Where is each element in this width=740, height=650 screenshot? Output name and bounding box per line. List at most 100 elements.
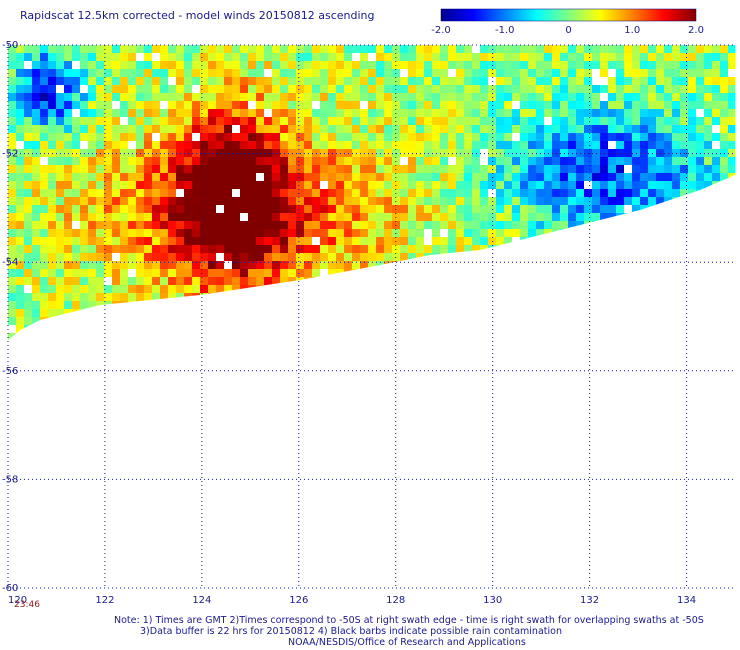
- wind-difference-cell: [600, 277, 608, 285]
- wind-difference-cell: [408, 69, 416, 77]
- wind-difference-cell: [528, 157, 536, 165]
- wind-difference-cell: [320, 157, 328, 165]
- wind-difference-cell: [536, 77, 544, 85]
- wind-difference-cell: [80, 189, 88, 197]
- wind-difference-cell: [344, 197, 352, 205]
- wind-difference-cell: [136, 141, 144, 149]
- wind-difference-cell: [600, 181, 608, 189]
- wind-difference-cell: [448, 45, 456, 53]
- wind-difference-cell: [480, 245, 488, 253]
- wind-difference-cell: [400, 93, 408, 101]
- wind-difference-cell: [512, 197, 520, 205]
- longitude-tick-label: 120: [8, 595, 27, 606]
- wind-difference-cell: [504, 221, 512, 229]
- wind-difference-cell: [368, 133, 376, 141]
- wind-difference-cell: [96, 253, 104, 261]
- wind-difference-cell: [184, 93, 192, 101]
- wind-difference-cell: [648, 181, 656, 189]
- wind-difference-cell: [248, 293, 256, 301]
- wind-difference-cell: [80, 93, 88, 101]
- wind-difference-cell: [16, 173, 24, 181]
- wind-difference-cell: [48, 269, 56, 277]
- wind-difference-cell: [168, 157, 176, 165]
- wind-difference-cell: [400, 301, 408, 309]
- wind-difference-cell: [88, 277, 96, 285]
- wind-difference-cell: [536, 149, 544, 157]
- wind-difference-cell: [536, 93, 544, 101]
- map-grid: [7, 44, 735, 589]
- wind-difference-cell: [168, 301, 176, 309]
- wind-difference-cell: [104, 101, 112, 109]
- wind-difference-cell: [56, 165, 64, 173]
- wind-difference-cell: [400, 341, 408, 349]
- wind-difference-cell: [88, 333, 96, 340]
- wind-difference-cell: [184, 261, 192, 269]
- wind-difference-cell: [352, 101, 360, 109]
- wind-difference-cell: [720, 269, 728, 277]
- wind-difference-cell: [80, 85, 88, 93]
- wind-difference-cell: [528, 325, 536, 333]
- wind-difference-cell: [160, 165, 168, 173]
- wind-difference-cell: [720, 189, 728, 197]
- wind-difference-cell: [496, 69, 504, 77]
- wind-difference-cell: [264, 181, 272, 189]
- wind-difference-cell: [280, 197, 288, 205]
- wind-difference-cell: [224, 61, 232, 69]
- wind-difference-cell: [320, 277, 328, 285]
- wind-difference-cell: [352, 229, 360, 237]
- wind-difference-cell: [296, 85, 304, 93]
- wind-difference-cell: [208, 141, 216, 149]
- wind-difference-cell: [608, 213, 616, 221]
- wind-difference-cell: [184, 181, 192, 189]
- wind-difference-cell: [312, 93, 320, 101]
- wind-difference-cell: [576, 165, 584, 173]
- wind-difference-cell: [240, 117, 248, 125]
- wind-difference-cell: [144, 269, 152, 277]
- wind-difference-cell: [144, 69, 152, 77]
- wind-difference-cell: [360, 141, 368, 149]
- wind-difference-cell: [144, 221, 152, 229]
- wind-difference-cell: [56, 101, 64, 109]
- wind-difference-cell: [160, 245, 168, 253]
- wind-difference-cell: [568, 45, 576, 53]
- wind-difference-cell: [304, 245, 312, 253]
- wind-difference-cell: [264, 101, 272, 109]
- wind-difference-cell: [408, 213, 416, 221]
- wind-difference-cell: [432, 157, 440, 165]
- wind-difference-cell: [344, 229, 352, 237]
- wind-difference-cell: [160, 221, 168, 229]
- wind-difference-cell: [688, 77, 696, 85]
- wind-difference-cell: [408, 61, 416, 69]
- wind-difference-cell: [640, 197, 648, 205]
- wind-difference-cell: [408, 333, 416, 340]
- wind-difference-cell: [528, 277, 536, 285]
- wind-difference-cell: [376, 237, 384, 245]
- wind-difference-cell: [48, 157, 56, 165]
- wind-difference-cell: [88, 125, 96, 133]
- wind-difference-cell: [296, 53, 304, 61]
- wind-difference-cell: [536, 181, 544, 189]
- wind-difference-cell: [672, 341, 680, 349]
- wind-difference-cell: [424, 277, 432, 285]
- wind-difference-cell: [344, 253, 352, 261]
- wind-difference-cell: [288, 221, 296, 229]
- wind-difference-cell: [384, 133, 392, 141]
- wind-difference-cell: [576, 229, 584, 237]
- wind-difference-cell: [144, 189, 152, 197]
- wind-difference-cell: [160, 317, 168, 325]
- wind-difference-cell: [120, 205, 128, 213]
- wind-difference-cell: [336, 141, 344, 149]
- wind-difference-cell: [96, 45, 104, 53]
- wind-difference-cell: [632, 213, 640, 221]
- wind-difference-cell: [144, 109, 152, 117]
- wind-difference-cell: [64, 157, 72, 165]
- wind-difference-cell: [568, 157, 576, 165]
- wind-difference-cell: [48, 61, 56, 69]
- wind-difference-cell: [120, 173, 128, 181]
- wind-difference-cell: [520, 333, 528, 340]
- wind-difference-cell: [80, 309, 88, 317]
- wind-difference-cell: [472, 293, 480, 301]
- wind-difference-cell: [272, 45, 280, 53]
- wind-difference-cell: [280, 237, 288, 245]
- wind-difference-cell: [400, 141, 408, 149]
